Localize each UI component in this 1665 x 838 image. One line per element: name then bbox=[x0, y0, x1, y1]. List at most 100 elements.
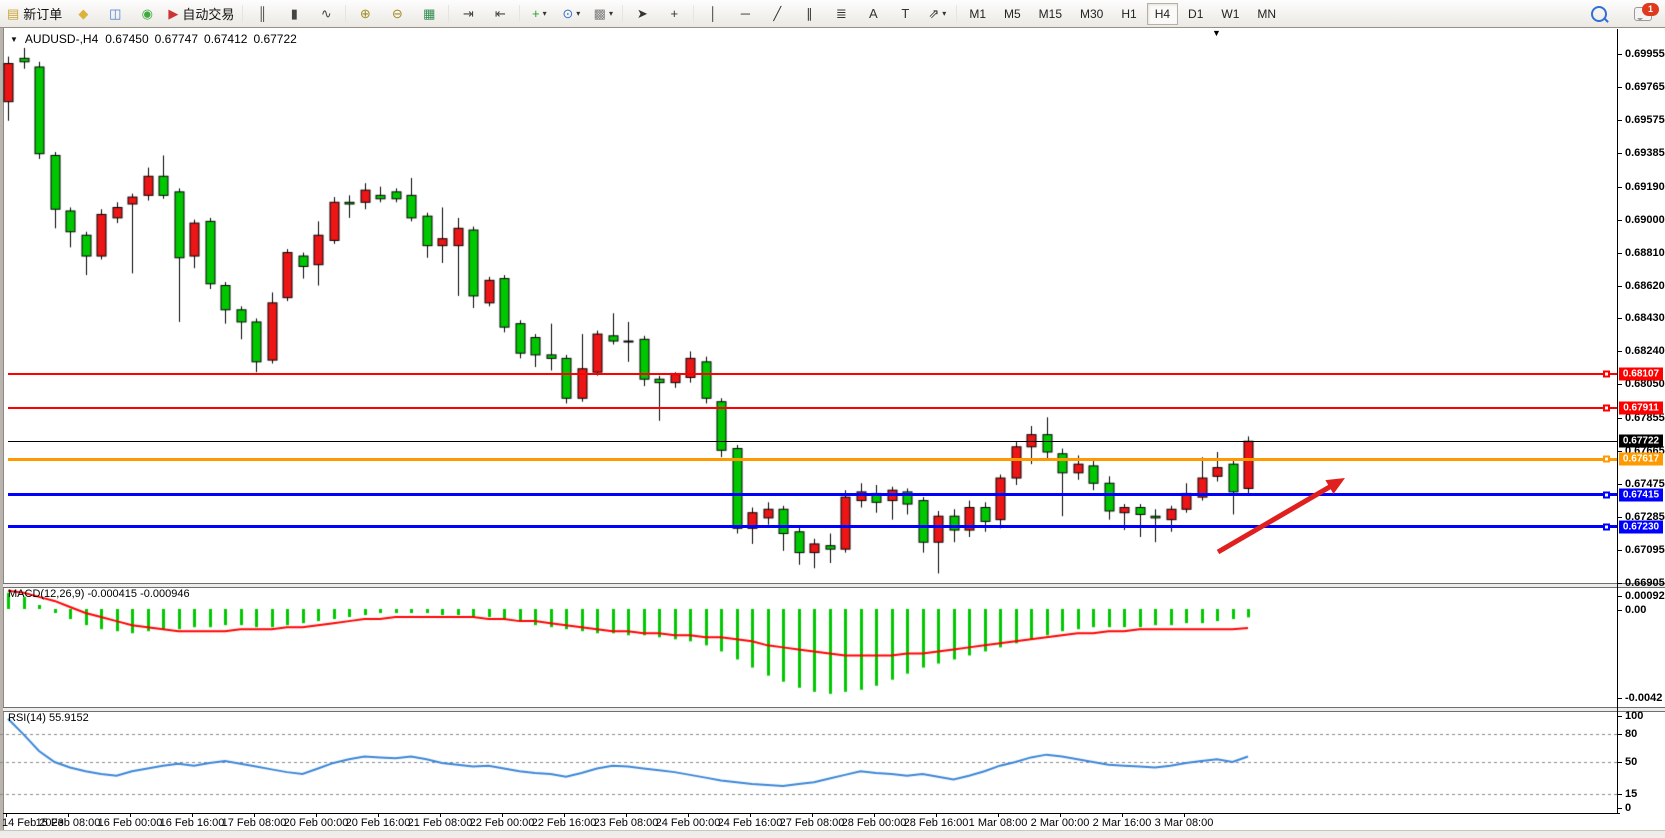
templates-button[interactable]: ▩ ▾ bbox=[588, 2, 618, 26]
arrows-button[interactable]: ⇗ ▾ bbox=[922, 2, 952, 26]
vertical-line-button[interactable]: │ bbox=[698, 2, 728, 26]
price-tick-label: 0.66905 bbox=[1625, 577, 1665, 589]
resistance-line-1[interactable] bbox=[8, 373, 1617, 375]
rsi-axis-50: 50 bbox=[1625, 756, 1638, 768]
support-line-1[interactable] bbox=[8, 493, 1617, 496]
tile-windows-icon: ▦ bbox=[423, 6, 436, 21]
channel-button[interactable]: ∥ bbox=[794, 2, 824, 26]
text-button[interactable]: A bbox=[858, 2, 888, 26]
accounts-button[interactable]: ◫ bbox=[100, 2, 130, 26]
cursor-button[interactable]: ➤ bbox=[627, 2, 657, 26]
price-tick bbox=[1617, 187, 1622, 188]
signals-button[interactable]: ◉ bbox=[132, 2, 162, 26]
chevron-down-icon[interactable]: ▾ bbox=[942, 9, 947, 18]
pane-separator[interactable] bbox=[3, 707, 1665, 712]
price-tick-label: 0.69575 bbox=[1625, 114, 1665, 126]
price-tick-label: 0.69955 bbox=[1625, 48, 1665, 60]
chevron-down-icon[interactable]: ▾ bbox=[542, 9, 547, 18]
chart-shift-button[interactable]: ⇤ bbox=[485, 2, 515, 26]
price-chart-canvas[interactable] bbox=[0, 29, 1617, 583]
resistance-line-1-handle[interactable] bbox=[1603, 370, 1610, 378]
text-label-button[interactable]: T bbox=[890, 2, 920, 26]
toolbar-button-label: 新订单 bbox=[23, 7, 63, 22]
candlestick-chart-button[interactable]: ▮ bbox=[279, 2, 309, 26]
timeframe-m30-button[interactable]: M30 bbox=[1080, 6, 1104, 21]
chart-shift-marker-icon[interactable]: ▼ bbox=[1212, 28, 1221, 38]
resistance-line-2[interactable] bbox=[8, 407, 1617, 409]
collapse-oneclick-icon[interactable]: ▼ bbox=[10, 34, 18, 44]
timeframe-d1-button[interactable]: D1 bbox=[1188, 6, 1204, 21]
resistance-line-1-price-badge: 0.68107 bbox=[1619, 367, 1663, 381]
timeframe-w1-button[interactable]: W1 bbox=[1221, 6, 1240, 21]
price-axis-line bbox=[1617, 29, 1618, 813]
time-tick bbox=[254, 813, 255, 817]
time-tick bbox=[874, 813, 875, 817]
line-chart-button[interactable]: ∿ bbox=[311, 2, 341, 26]
pivot-line[interactable] bbox=[8, 458, 1617, 461]
new-order-button[interactable]: ▤ 新订单 bbox=[3, 2, 66, 26]
pivot-line-handle[interactable] bbox=[1603, 455, 1610, 463]
rsi-label: RSI(14) 55.9152 bbox=[8, 712, 89, 724]
rsi-indicator-canvas[interactable] bbox=[0, 710, 1617, 813]
zoom-out-button[interactable]: ⊖ bbox=[382, 2, 412, 26]
auto-trading-button[interactable]: ▶ 自动交易 bbox=[164, 2, 238, 26]
price-tick bbox=[1617, 351, 1622, 352]
arrows-icon: ⇗ bbox=[928, 6, 940, 21]
search-button[interactable] bbox=[1584, 2, 1614, 26]
horizontal-line-button[interactable]: ─ bbox=[730, 2, 760, 26]
timeframe-h1-button[interactable]: H1 bbox=[1121, 6, 1137, 21]
timeframe-h4-button[interactable]: H4 bbox=[1146, 2, 1179, 25]
time-tick bbox=[316, 813, 317, 817]
time-tick-label: 24 Feb 00:00 bbox=[655, 817, 721, 829]
zoom-in-button[interactable]: ⊕ bbox=[350, 2, 380, 26]
time-tick-label: 14 Feb 2023 bbox=[2, 817, 64, 829]
current-price-line[interactable] bbox=[8, 441, 1617, 442]
price-tick-label: 0.69190 bbox=[1625, 181, 1665, 193]
toolbar-group-separator bbox=[693, 5, 695, 22]
macd-axis-max-tick bbox=[1617, 596, 1622, 597]
auto-scroll-button[interactable]: ⇥ bbox=[453, 2, 483, 26]
price-tick-label: 0.69765 bbox=[1625, 81, 1665, 93]
chart-shift-icon: ⇤ bbox=[494, 6, 506, 21]
macd-value-2: -0.000946 bbox=[140, 588, 190, 600]
rsi-axis-80-tick bbox=[1617, 734, 1622, 735]
chevron-down-icon[interactable]: ▾ bbox=[608, 9, 613, 18]
timeframe-m15-button[interactable]: M15 bbox=[1038, 6, 1063, 21]
tile-windows-button[interactable]: ▦ bbox=[414, 2, 444, 26]
trendline-icon: ╱ bbox=[773, 6, 782, 21]
macd-indicator-canvas[interactable] bbox=[0, 586, 1617, 707]
time-tick bbox=[130, 813, 131, 817]
add-indicator-button[interactable]: + ▾ bbox=[524, 2, 554, 26]
periods-button[interactable]: ⊙ ▾ bbox=[556, 2, 586, 26]
vertical-line-icon: │ bbox=[709, 6, 718, 21]
support-line-1-handle[interactable] bbox=[1603, 491, 1610, 499]
deposit-button[interactable]: ◆ bbox=[68, 2, 98, 26]
rsi-axis-50-tick bbox=[1617, 762, 1622, 763]
time-tick bbox=[68, 813, 69, 817]
price-tick bbox=[1617, 87, 1622, 88]
crosshair-button[interactable]: + bbox=[659, 2, 689, 26]
price-tick-label: 0.68620 bbox=[1625, 280, 1665, 292]
time-tick-label: 28 Feb 16:00 bbox=[903, 817, 969, 829]
support-line-2[interactable] bbox=[8, 525, 1617, 528]
bar-chart-button[interactable]: ║ bbox=[247, 2, 277, 26]
rsi-value: 55.9152 bbox=[48, 712, 89, 724]
notifications-button[interactable]: 1 bbox=[1616, 2, 1659, 26]
trendline-button[interactable]: ╱ bbox=[762, 2, 792, 26]
time-tick bbox=[6, 813, 7, 817]
time-tick bbox=[1122, 813, 1123, 817]
timeframe-m1-button[interactable]: M1 bbox=[969, 6, 986, 21]
time-tick-label: 21 Feb 08:00 bbox=[407, 817, 473, 829]
support-line-2-handle[interactable] bbox=[1603, 523, 1610, 531]
timeframe-m5-button[interactable]: M5 bbox=[1004, 6, 1021, 21]
fibonacci-button[interactable]: ≣ bbox=[826, 2, 856, 26]
zoom-in-icon: ⊕ bbox=[359, 6, 371, 21]
toolbar-group-separator bbox=[956, 5, 958, 22]
timeframe-mn-button[interactable]: MN bbox=[1257, 6, 1277, 21]
resistance-line-2-handle[interactable] bbox=[1603, 404, 1610, 412]
chevron-down-icon[interactable]: ▾ bbox=[576, 9, 581, 18]
macd-value-1: -0.000415 bbox=[87, 588, 138, 600]
pane-separator[interactable] bbox=[3, 583, 1665, 588]
time-tick-label: 28 Feb 00:00 bbox=[841, 817, 907, 829]
